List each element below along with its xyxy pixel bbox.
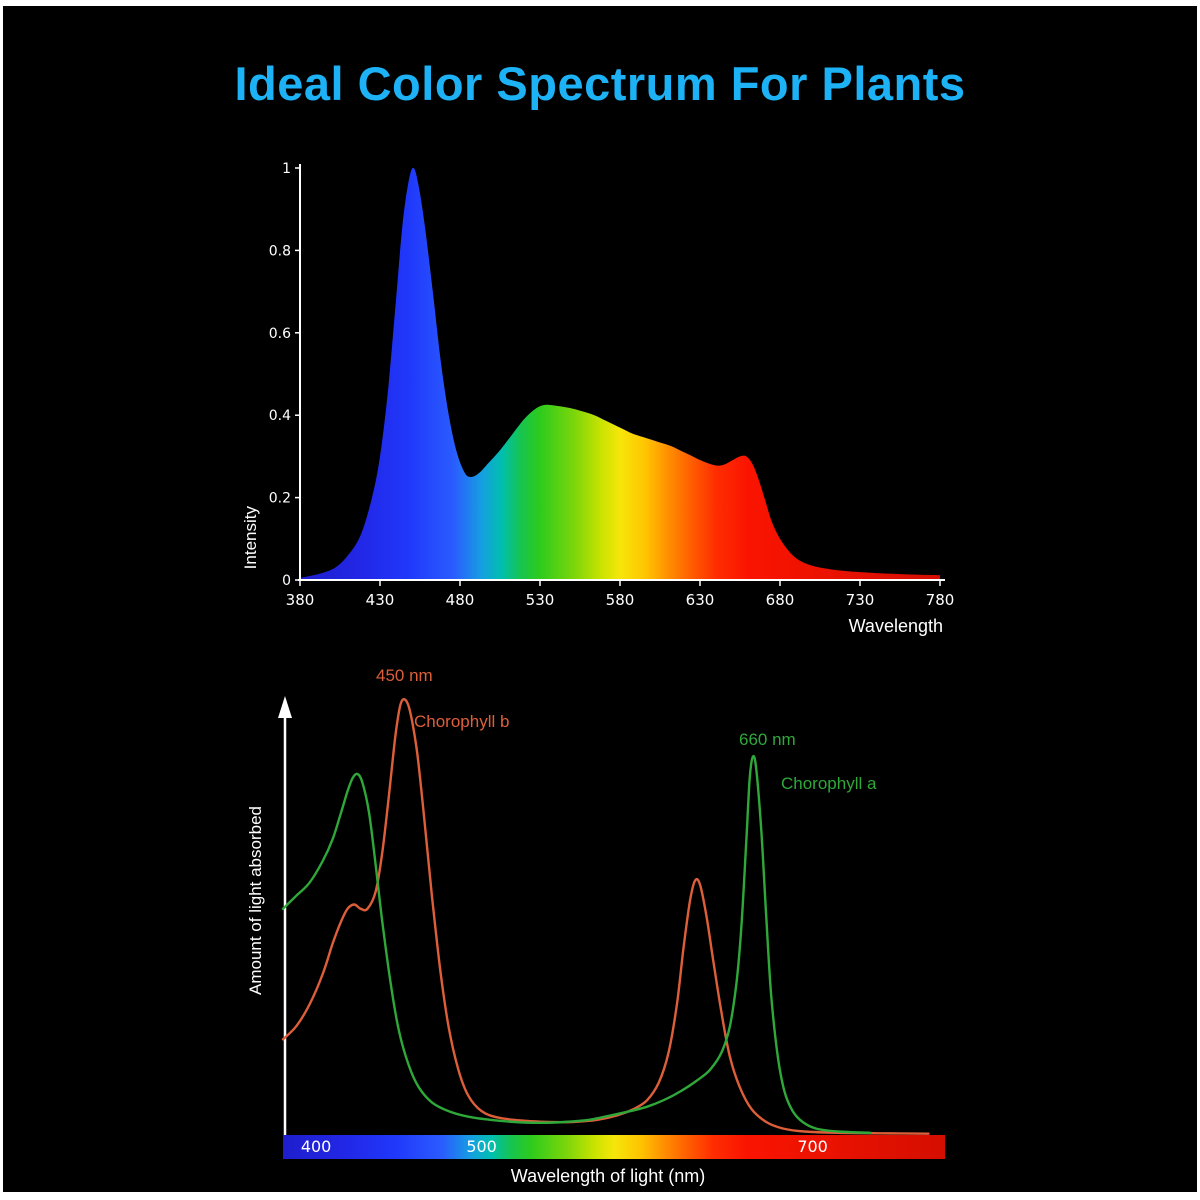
bottom-chart-x-axis-label: Wavelength of light (nm) — [510, 1166, 706, 1186]
top-chart-y-axis-label: Intensity — [241, 506, 260, 570]
top-chart-x-tick-label: 730 — [846, 591, 875, 609]
chlorophyll-b-peak-wavelength-label: 450 nm — [376, 666, 433, 685]
page-title: Ideal Color Spectrum For Plants — [234, 57, 966, 110]
bottom-chart-x-tick-label: 400 — [301, 1137, 332, 1156]
charts-svg: 380 430 480 530 580 630 680 730 780 0 0.2 0.4 0.6 0.8… — [269, 161, 955, 1159]
top-chart-x-tick-label: 480 — [446, 591, 475, 609]
top-chart-y-tick-label: 0.2 — [269, 491, 291, 507]
top-chart-x-tick-label: 580 — [606, 591, 635, 609]
top-chart-x-tick-label: 780 — [926, 591, 955, 609]
chart-board: Ideal Color Spectrum For Plants 380 430 48… — [3, 6, 1197, 1192]
top-chart-y-tick-label: 0.4 — [269, 408, 291, 424]
top-chart-x-tick-label: 630 — [686, 591, 715, 609]
top-chart-x-tick-label: 430 — [366, 591, 395, 609]
chlorophyll-a-peak-wavelength-label: 660 nm — [739, 730, 796, 749]
top-chart-x-tick-label: 380 — [286, 591, 315, 609]
chlorophyll-b-series-label: Chorophyll b — [414, 712, 510, 731]
top-chart-y-tick-label: 1 — [282, 161, 291, 177]
bottom-chart-x-tick-label: 500 — [466, 1137, 497, 1156]
spectrum-area — [300, 167, 940, 581]
top-chart-x-tick-label: 680 — [766, 591, 795, 609]
top-chart-y-tick-label: 0.8 — [269, 243, 291, 259]
top-chart-y-tick-label: 0.6 — [269, 326, 291, 342]
bottom-chart-y-axis-label: Amount of light absorbed — [246, 806, 265, 996]
wavelength-colorbar-axis — [283, 1135, 945, 1159]
absorption-curve-chlorophyll-a — [281, 754, 872, 1134]
y-axis-arrowhead-icon — [278, 696, 292, 718]
top-chart-x-axis-label: Wavelength — [848, 616, 943, 636]
top-chart-y-tick-label: 0 — [282, 573, 291, 589]
absorption-curve-chlorophyll-b — [281, 698, 930, 1135]
bottom-chart-x-tick-label: 700 — [797, 1137, 828, 1156]
chlorophyll-a-series-label: Chorophyll a — [781, 774, 877, 793]
top-chart-x-tick-label: 530 — [526, 591, 555, 609]
